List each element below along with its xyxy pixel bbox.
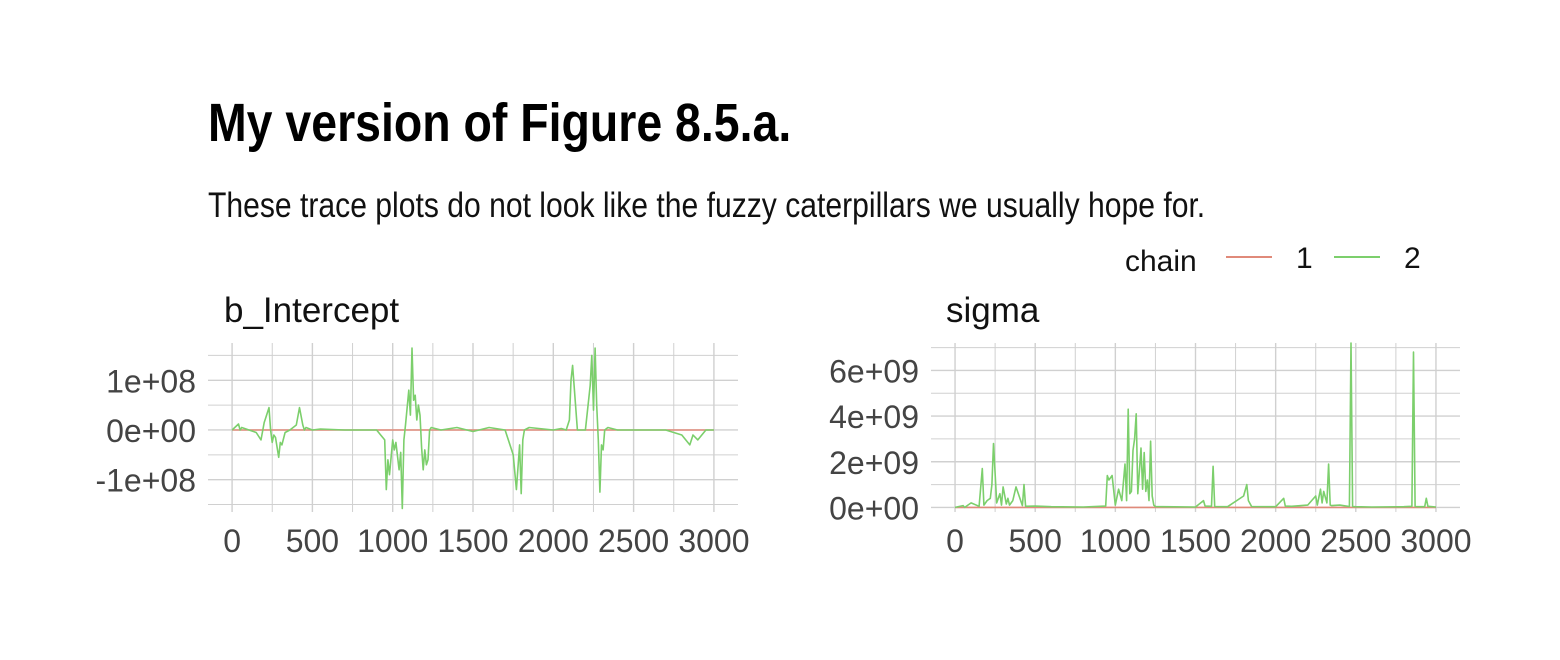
panel-strip-label: sigma: [946, 291, 1040, 330]
y-tick-label: 2e+09: [829, 445, 919, 481]
legend-label-chain-1: 1: [1296, 242, 1313, 275]
x-tick-label: 500: [286, 523, 339, 559]
x-tick-label: 1000: [1080, 523, 1151, 559]
panel-sigma: sigma 0 500 1000 1500 2000 2500 3000 0e+00 2e+09…: [829, 291, 1471, 559]
y-tick-label: 0e+00: [106, 413, 196, 449]
chart-subtitle: These trace plots do not look like the f…: [208, 186, 1206, 225]
chart-title: My version of Figure 8.5.a.: [208, 93, 792, 153]
trace-line-chain-2: [231, 347, 714, 510]
x-tick-label: 0: [946, 523, 964, 559]
x-tick-label: 2500: [598, 523, 669, 559]
x-tick-label: 1000: [357, 523, 428, 559]
y-tick-label: 6e+09: [829, 353, 919, 389]
gridlines: [931, 343, 1460, 512]
y-tick-label: 0e+00: [829, 490, 919, 526]
x-tick-label: 2500: [1320, 523, 1391, 559]
x-tick-label: 1500: [437, 523, 508, 559]
legend-title: chain: [1125, 245, 1197, 278]
legend: chain 1 2: [1125, 242, 1421, 278]
legend-label-chain-2: 2: [1404, 242, 1421, 275]
trace-line-chain-2: [954, 342, 1437, 509]
x-tick-label: 1500: [1160, 523, 1231, 559]
panel-b-intercept: b_Intercept 0 500 1000 1500 2000 2500 3000 -1e+…: [95, 291, 749, 559]
y-tick-label: 1e+08: [106, 363, 196, 399]
x-tick-label: 2000: [1240, 523, 1311, 559]
gridlines: [208, 343, 738, 512]
y-tick-label: 4e+09: [829, 399, 919, 435]
x-tick-label: 500: [1009, 523, 1062, 559]
x-tick-label: 3000: [1400, 523, 1471, 559]
x-tick-label: 2000: [518, 523, 589, 559]
x-tick-label: 0: [223, 523, 241, 559]
x-tick-label: 3000: [678, 523, 749, 559]
panel-strip-label: b_Intercept: [224, 291, 399, 330]
y-tick-label: -1e+08: [95, 463, 196, 499]
